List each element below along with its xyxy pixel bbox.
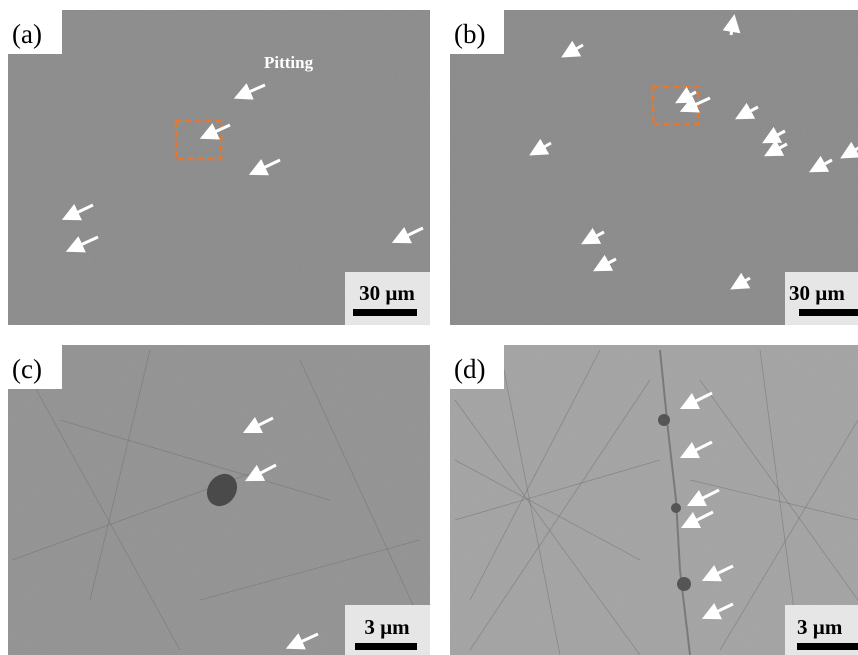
- panel-d: (d) 3 µm: [450, 345, 858, 655]
- panel-label: (c): [12, 354, 42, 384]
- panel-label: (d): [454, 354, 485, 384]
- scale-bar: [355, 643, 417, 650]
- scale-bar: [797, 643, 858, 650]
- panel-label: (b): [454, 19, 485, 49]
- scale-label: 3 µm: [797, 615, 843, 639]
- pit: [658, 414, 670, 426]
- pit: [677, 577, 691, 591]
- scale-label: 30 µm: [789, 281, 845, 305]
- figure: (a) Pitting 30 µm (b): [0, 0, 858, 655]
- panel-b: (b) 30 µm: [450, 10, 858, 325]
- scale-label: 30 µm: [359, 281, 415, 305]
- panel-c: (c) 3 µm: [8, 345, 430, 655]
- scale-bar: [353, 309, 417, 316]
- scale-bar: [799, 309, 858, 316]
- pit: [671, 503, 681, 513]
- annotation: Pitting: [264, 53, 314, 72]
- panel-a: (a) Pitting 30 µm: [8, 10, 430, 325]
- scale-label: 3 µm: [364, 615, 410, 639]
- panel-label: (a): [12, 19, 42, 49]
